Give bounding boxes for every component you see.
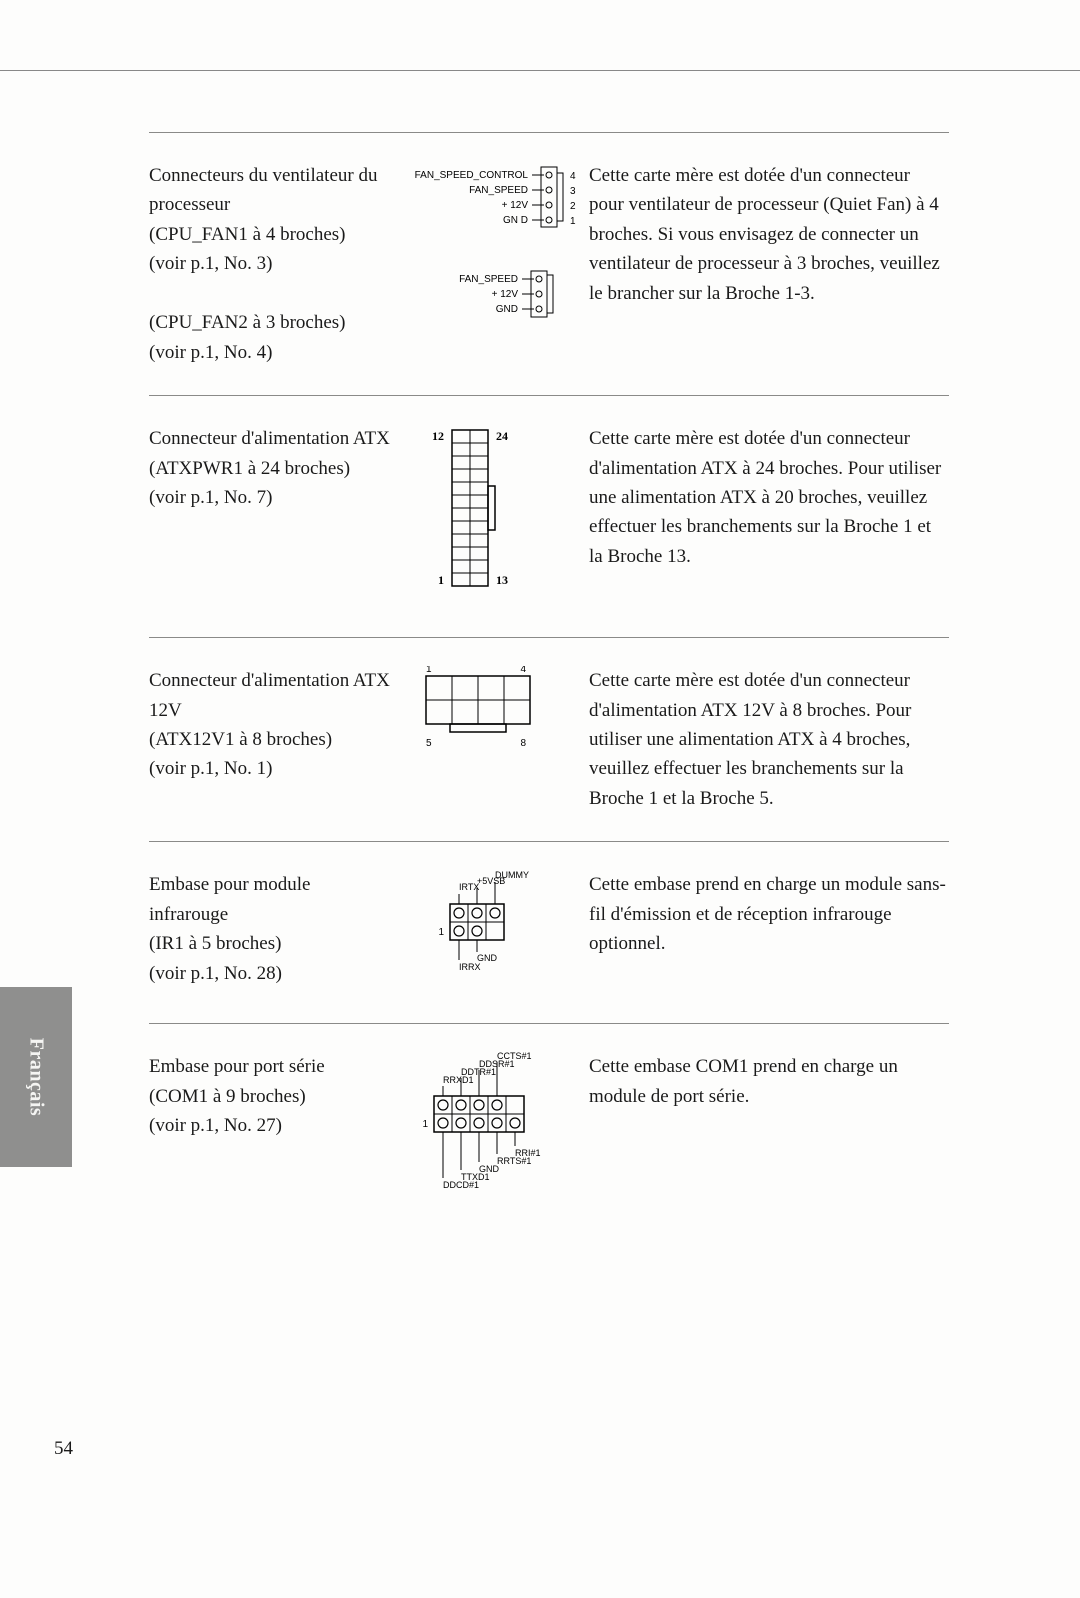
com-pin1: 1 (422, 1119, 428, 1130)
atx24-tr: 24 (496, 429, 508, 443)
atx24-tl: 12 (432, 429, 444, 443)
row-atx12v: Connecteur d'alimentation ATX 12V (ATX12… (149, 637, 949, 841)
atx12v-left: Connecteur d'alimentation ATX 12V (ATX12… (149, 666, 394, 813)
fan4-num-2: 2 (570, 201, 576, 212)
row-cpu-fan: Connecteurs du ventilateur du processeur… (149, 132, 949, 395)
page: Français 54 Connecteurs du ventilateur d… (0, 0, 1080, 1598)
ir-top-2: DUMMY (495, 870, 529, 880)
atx24-br: 13 (496, 573, 508, 587)
ir-svg: IRTX +5VSB DUMMY IRRX GND 1 (394, 870, 589, 990)
fan4-lbl-2: + 12V (502, 200, 529, 211)
fan4-num-1: 3 (570, 186, 576, 197)
atx8-bl: 5 (426, 738, 432, 749)
ir-bot-0: IRRX (459, 962, 481, 972)
row-com: Embase pour port série (COM1 à 9 broches… (149, 1023, 949, 1245)
ir-left: Embase pour module infrarouge (IR1 à 5 b… (149, 870, 394, 995)
content-table: Connecteurs du ventilateur du processeur… (149, 132, 949, 1245)
atx12v-diagram: 1 4 5 8 (394, 666, 589, 813)
atx8-tr: 4 (520, 666, 526, 675)
top-rule (0, 70, 1080, 71)
ir-bot-1: GND (477, 953, 498, 963)
com-diagram: RRXD1 DDTR#1 DDSR#1 CCTS#1 DDCD#1 TTXD1 … (394, 1052, 589, 1217)
atx8-br: 8 (520, 738, 526, 749)
cpu-fan-svg: FAN_SPEED_CONTROL FAN_SPEED + 12V GN D 4… (394, 161, 589, 361)
com-b4: RRI#1 (515, 1148, 541, 1158)
cpu-fan-desc: Cette carte mère est dotée d'un connecte… (589, 161, 949, 367)
atx24-diagram: 12 24 1 13 (394, 424, 589, 609)
atx12v-svg: 1 4 5 8 (394, 666, 589, 756)
com-left: Embase pour port série (COM1 à 9 broches… (149, 1052, 394, 1217)
atx24-desc: Cette carte mère est dotée d'un connecte… (589, 424, 949, 609)
atx8-tl: 1 (426, 666, 432, 675)
atx12v-desc: Cette carte mère est dotée d'un connecte… (589, 666, 949, 813)
atx24-bl: 1 (438, 573, 444, 587)
ir-diagram: IRTX +5VSB DUMMY IRRX GND 1 (394, 870, 589, 995)
ir-pin1: 1 (438, 927, 444, 938)
atx24-svg: 12 24 1 13 (394, 424, 589, 604)
fan4-lbl-3: GN D (503, 215, 528, 226)
fan4-num-0: 4 (570, 171, 576, 182)
com-svg: RRXD1 DDTR#1 DDSR#1 CCTS#1 DDCD#1 TTXD1 … (394, 1052, 589, 1212)
com-desc: Cette embase COM1 prend en charge un mod… (589, 1052, 949, 1217)
fan4-lbl-1: FAN_SPEED (469, 185, 528, 196)
atx24-left: Connecteur d'alimentation ATX (ATXPWR1 à… (149, 424, 394, 609)
language-tab-label: Français (25, 1038, 48, 1116)
fan3-lbl-1: + 12V (492, 289, 519, 300)
fan3-lbl-0: FAN_SPEED (459, 274, 518, 285)
row-atx24: Connecteur d'alimentation ATX (ATXPWR1 à… (149, 395, 949, 637)
com-t3: CCTS#1 (497, 1052, 532, 1061)
page-number: 54 (54, 1438, 73, 1460)
ir-desc: Cette embase prend en charge un module s… (589, 870, 949, 995)
cpu-fan-diagram: FAN_SPEED_CONTROL FAN_SPEED + 12V GN D 4… (394, 161, 589, 367)
language-tab: Français (0, 987, 72, 1167)
fan3-lbl-2: GND (496, 304, 518, 315)
fan4-lbl-0: FAN_SPEED_CONTROL (415, 170, 529, 181)
fan4-num-3: 1 (570, 216, 576, 227)
cpu-fan-left: Connecteurs du ventilateur du processeur… (149, 161, 394, 367)
row-ir: Embase pour module infrarouge (IR1 à 5 b… (149, 841, 949, 1023)
